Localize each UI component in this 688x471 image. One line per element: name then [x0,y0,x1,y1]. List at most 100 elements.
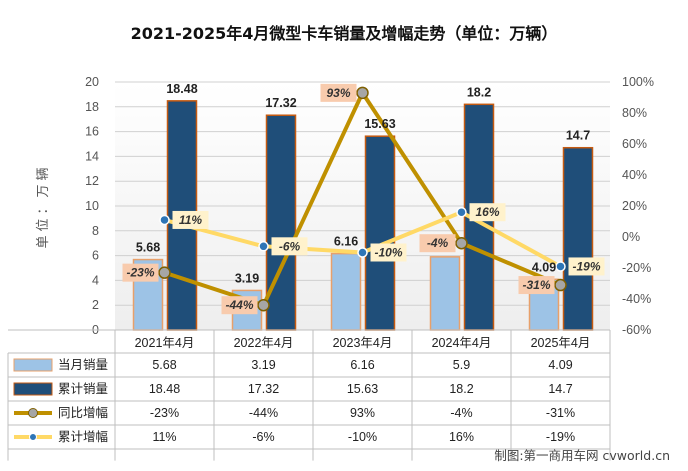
y-axis-label: 单位：万辆 [35,163,50,248]
y-tick-label: 6 [92,249,99,263]
yoy-growth-point [257,298,270,312]
y2-tick-label: -20% [622,261,651,275]
cumulative-growth-label-box [172,210,209,229]
yoy-growth-label: 93% [326,86,350,100]
yoy-growth-label: -44% [225,298,253,312]
x-tick-label: 2021年4月 [135,336,195,350]
table-cell: -4% [450,406,472,420]
bar-cumulative [562,146,594,331]
cumulative-growth-point [456,206,467,218]
table-cell: 16% [449,430,474,444]
table-cell: 15.63 [347,382,378,396]
cumulative-growth-label: 16% [475,205,499,219]
y-tick-label: 20 [85,75,99,89]
table-cell: 3.19 [251,358,275,372]
y-tick-label: 16 [85,125,99,139]
yoy-growth-point [554,278,567,292]
y2-tick-label: 60% [622,137,647,151]
table-cell: 14.7 [548,382,572,396]
bar-cumulative-label: 14.7 [566,129,590,143]
yoy-growth-label: -31% [522,278,550,292]
legend-label: 累计销量 [58,382,108,396]
y-tick-label: 8 [92,224,99,238]
legend-marker [28,408,38,418]
cumulative-growth-label-box [271,237,308,256]
y-tick-label: 10 [85,199,99,213]
bar-monthly [429,256,461,331]
legend-marker [29,433,37,441]
y2-tick-label: -60% [622,323,651,337]
y2-tick-label: 80% [622,106,647,120]
x-tick-label: 2024年4月 [432,336,492,350]
table-cell: 18.48 [149,382,180,396]
cumulative-growth-label-box [370,243,407,262]
table-cell: -31% [546,406,575,420]
bar-cumulative-label: 18.48 [166,82,197,96]
y-tick-label: 12 [85,174,99,188]
y-tick-label: 4 [92,273,99,287]
table-cell: -6% [252,430,274,444]
y2-tick-label: 40% [622,168,647,182]
bar-monthly-label: 6.16 [334,235,358,249]
bar-monthly [330,252,362,331]
y2-tick-label: 100% [622,75,654,89]
y-tick-label: 2 [92,298,99,312]
cumulative-growth-label: -10% [374,246,402,260]
cumulative-growth-point [357,247,368,258]
table-cell: -23% [150,406,179,420]
yoy-growth-label-box [320,83,357,102]
bar-monthly-label: 4.09 [532,260,556,274]
legend-key [13,358,53,372]
x-tick-label: 2025年4月 [531,336,591,350]
legend-label: 同比增幅 [58,405,108,420]
cumulative-growth-label: -6% [279,239,301,253]
cumulative-growth-point [258,241,269,252]
legend-key [13,382,53,396]
cumulative-growth-point [159,214,170,226]
bar-cumulative-label: 18.2 [467,85,491,99]
cumulative-growth-label: -19% [572,259,600,273]
table-cell: 93% [350,406,375,420]
y2-tick-label: 0% [622,230,640,244]
yoy-growth-label-box [518,276,555,295]
table-cell: 4.09 [548,358,572,372]
yoy-growth-point [158,266,171,279]
table-cell: 18.2 [449,382,473,396]
bar-monthly-label: 3.19 [235,271,259,285]
yoy-growth-label-box [122,263,159,282]
table-cell: 5.9 [453,358,470,372]
yoy-growth-label: -4% [427,236,449,250]
y-tick-label: 18 [85,100,99,114]
bar-cumulative [265,114,297,331]
table-cell: 6.16 [350,358,374,372]
table-cell: -44% [249,406,278,420]
table-cell: -10% [348,430,377,444]
cumulative-growth-point [555,261,566,272]
cumulative-growth-label-box [469,203,506,222]
y2-tick-label: 20% [622,199,647,213]
credit-text: 制图:第一商用车网 cvworld.cn [494,448,670,463]
yoy-growth-point [455,236,468,250]
x-tick-label: 2022年4月 [234,336,294,350]
table-cell: 5.68 [152,358,176,372]
bar-cumulative-label: 17.32 [265,96,296,110]
table-cell: 11% [152,430,176,444]
bar-cumulative [364,135,396,331]
yoy-growth-label-box [419,234,456,253]
table-cell: -19% [546,430,575,444]
x-tick-label: 2023年4月 [333,336,393,350]
y-tick-label: 14 [85,149,99,163]
legend-label: 累计增幅 [58,429,108,444]
chart-title: 2021-2025年4月微型卡车销量及增幅走势（单位：万辆） [130,24,558,43]
y2-tick-label: -40% [622,292,651,306]
table-cell: 17.32 [248,382,279,396]
legend-label: 当月销量 [58,358,108,372]
cumulative-growth-label-box [568,257,605,276]
cumulative-growth-label: 11% [179,213,202,227]
bar-cumulative-label: 15.63 [364,117,395,131]
yoy-growth-point [356,86,369,100]
yoy-growth-label: -23% [126,266,154,280]
yoy-growth-label-box [221,296,258,315]
bar-monthly-label: 5.68 [136,241,160,255]
